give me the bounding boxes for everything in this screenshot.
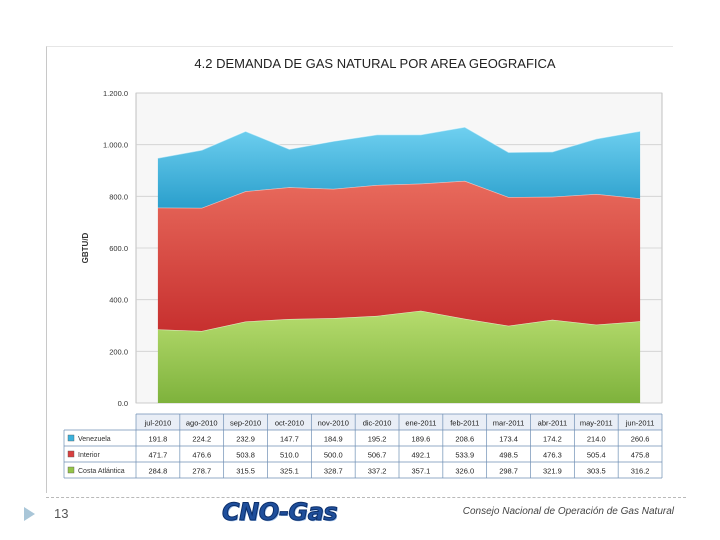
- slide-number: 13: [54, 506, 69, 521]
- data-label: 337.2: [368, 467, 387, 476]
- data-label: 326.0: [455, 467, 474, 476]
- x-category-label: sep-2010: [230, 419, 261, 428]
- y-tick-label: 1.000.0: [103, 141, 128, 150]
- data-label: 316.2: [631, 467, 650, 476]
- data-label: 224.2: [192, 435, 211, 444]
- legend-label: Costa Atlántica: [78, 468, 125, 475]
- area-venezuela: [157, 127, 641, 208]
- area-edge-venezuela: [157, 126, 641, 159]
- x-category-label: jun-2011: [625, 419, 655, 428]
- data-label: 498.5: [499, 451, 518, 460]
- data-label: 191.8: [149, 435, 168, 444]
- x-category-label: feb-2011: [450, 419, 479, 428]
- legend-swatch: [67, 434, 75, 442]
- legend-label: Interior: [78, 452, 100, 459]
- footer-marker-icon: [24, 507, 35, 521]
- legend-swatch: [67, 450, 75, 458]
- data-label: 476.6: [192, 451, 211, 460]
- x-category-label: ene-2011: [405, 419, 436, 428]
- y-tick-label: 1.200.0: [103, 89, 128, 98]
- data-label: 325.1: [280, 467, 299, 476]
- x-category-label: jul-2010: [144, 419, 172, 428]
- data-label: 328.7: [324, 467, 343, 476]
- data-label: 147.7: [280, 435, 299, 444]
- data-label: 298.7: [499, 467, 518, 476]
- data-label: 173.4: [499, 435, 518, 444]
- data-label: 189.6: [412, 435, 431, 444]
- x-category-label: ago-2010: [186, 419, 218, 428]
- data-label: 315.5: [236, 467, 255, 476]
- y-tick-label: 0.0: [118, 399, 128, 408]
- area-interior: [157, 180, 641, 331]
- data-label: 506.7: [368, 451, 387, 460]
- data-label: 208.6: [455, 435, 474, 444]
- data-label: 303.5: [587, 467, 606, 476]
- y-axis-label: GBTU/D: [81, 232, 90, 263]
- chart-title: 4.2 DEMANDA DE GAS NATURAL POR AREA GEOG…: [194, 56, 556, 71]
- legend-swatch: [67, 466, 75, 474]
- data-label: 284.8: [149, 467, 168, 476]
- x-category-label: abr-2011: [538, 419, 567, 428]
- data-label: 500.0: [324, 451, 343, 460]
- legend-label: Venezuela: [78, 436, 111, 443]
- x-category-label: nov-2010: [318, 419, 349, 428]
- data-label: 278.7: [192, 467, 211, 476]
- data-label: 492.1: [412, 451, 431, 460]
- y-tick-label: 200.0: [109, 347, 128, 356]
- data-label: 321.9: [543, 467, 562, 476]
- data-label: 505.4: [587, 451, 606, 460]
- x-category-label: dic-2010: [363, 419, 392, 428]
- x-category-label: may-2011: [580, 419, 613, 428]
- data-label: 214.0: [587, 435, 606, 444]
- data-label: 232.9: [236, 435, 255, 444]
- data-label: 184.9: [324, 435, 343, 444]
- data-label: 174.2: [543, 435, 562, 444]
- data-label: 260.6: [631, 435, 650, 444]
- data-label: 533.9: [455, 451, 474, 460]
- x-category-label: mar-2011: [493, 419, 525, 428]
- data-label: 195.2: [368, 435, 387, 444]
- area-costa-atl-ntica: [157, 310, 641, 403]
- data-label: 510.0: [280, 451, 299, 460]
- data-label: 475.8: [631, 451, 650, 460]
- y-tick-label: 600.0: [109, 244, 128, 253]
- data-label: 476.3: [543, 451, 562, 460]
- data-label: 471.7: [149, 451, 168, 460]
- data-label: 503.8: [236, 451, 255, 460]
- footer-organization: Consejo Nacional de Operación de Gas Nat…: [462, 506, 674, 517]
- data-label: 357.1: [412, 467, 431, 476]
- slide-frame: [46, 46, 673, 493]
- x-category-label: oct-2010: [275, 419, 304, 428]
- y-tick-label: 400.0: [109, 296, 128, 305]
- cno-gas-logo: CNO-Gas: [221, 498, 338, 527]
- y-tick-label: 800.0: [109, 192, 128, 201]
- footer-divider: [46, 497, 686, 498]
